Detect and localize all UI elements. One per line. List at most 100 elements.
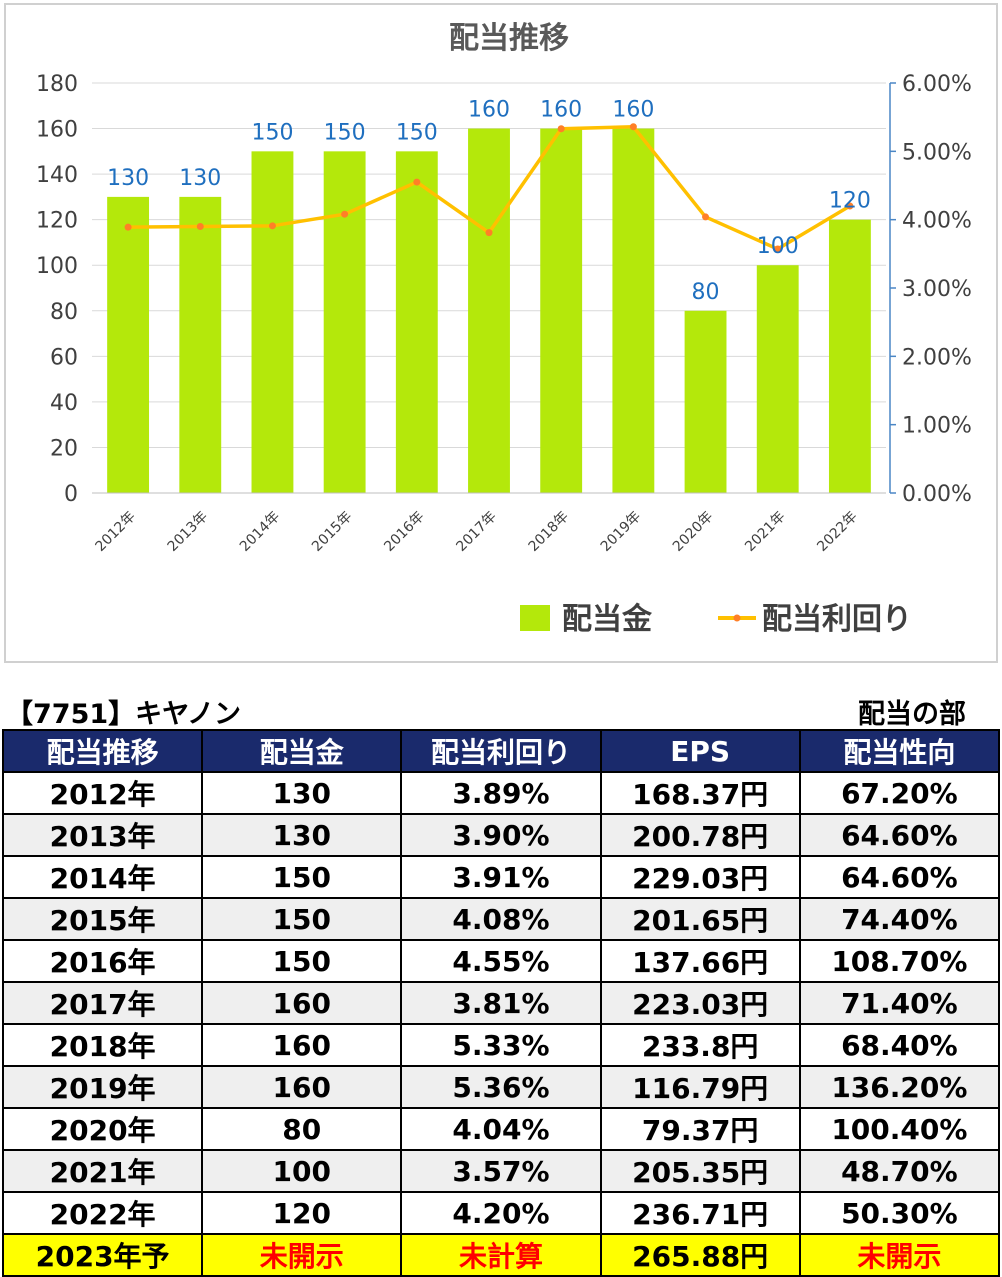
cell-payout: 50.30%	[798, 1191, 1001, 1235]
bar	[684, 310, 727, 493]
legend-label-dividend: 配当金	[562, 602, 653, 637]
cell-payout: 71.40%	[798, 981, 1001, 1025]
cell-eps: 205.35円	[599, 1149, 801, 1193]
left-tick-label: 80	[50, 300, 78, 325]
cell-yield: 4.20%	[400, 1191, 602, 1235]
cell-dividend: 150	[201, 855, 403, 899]
x-tick-label: 2013年	[165, 509, 211, 555]
cell-yield: 4.04%	[400, 1107, 602, 1151]
left-tick-label: 100	[36, 254, 78, 279]
cell-payout: 108.70%	[798, 939, 1001, 983]
table-row: 2016年 150 4.55% 137.66円 108.70%	[1, 939, 1001, 983]
bar	[540, 128, 583, 494]
yield-point	[557, 125, 565, 133]
bar-data-label: 150	[251, 120, 293, 145]
cell-yield: 未計算	[400, 1233, 602, 1277]
yield-point	[702, 213, 710, 221]
bar	[756, 265, 799, 493]
x-tick-label: 2016年	[381, 509, 427, 555]
left-tick-label: 40	[50, 391, 78, 416]
cell-year: 2016年	[1, 939, 204, 983]
cell-payout: 67.20%	[798, 771, 1001, 815]
cell-eps: 236.71円	[599, 1191, 801, 1235]
right-tick-label: 4.00%	[902, 209, 972, 234]
cell-year: 2018年	[1, 1023, 204, 1067]
right-tick-label: 6.00%	[902, 72, 972, 97]
cell-eps: 137.66円	[599, 939, 801, 983]
bar-data-label: 150	[396, 120, 438, 145]
cell-eps: 168.37円	[599, 771, 801, 815]
legend-label-yield: 配当利回り	[762, 602, 912, 637]
cell-dividend: 150	[201, 939, 403, 983]
cell-year: 2021年	[1, 1149, 204, 1193]
table-row: 2018年 160 5.33% 233.8円 68.40%	[1, 1023, 1001, 1067]
table-row: 2012年 130 3.89% 168.37円 67.20%	[1, 771, 1001, 815]
forecast-row: 2023年予 未開示 未計算 265.88円 未開示	[1, 1233, 1001, 1277]
header-payout: 配当性向	[798, 729, 1001, 773]
bar	[468, 128, 510, 494]
bar-data-label: 160	[612, 98, 654, 123]
dividend-table: 配当推移 配当金 配当利回り EPS 配当性向 2012年 130 3.89% 168…	[1, 729, 1001, 1277]
left-tick-label: 140	[36, 163, 78, 188]
left-tick-label: 180	[36, 72, 78, 97]
left-tick-label: 60	[50, 345, 78, 370]
yield-point	[485, 229, 493, 237]
cell-yield: 3.89%	[400, 771, 602, 815]
table-row: 2022年 120 4.20% 236.71円 50.30%	[1, 1191, 1001, 1235]
cell-dividend: 150	[201, 897, 403, 941]
cell-dividend: 130	[201, 771, 403, 815]
header-dividend: 配当金	[201, 729, 403, 773]
table-row: 2013年 130 3.90% 200.78円 64.60%	[1, 813, 1001, 857]
chart-canvas: 配当推移 0 20 40 60 80 100 120 140 160 180 0.00% 1.00% 2…	[36, 21, 972, 637]
table-row: 2019年 160 5.36% 116.79円 136.20%	[1, 1065, 1001, 1109]
bar	[323, 151, 366, 494]
right-tick-label: 0.00%	[902, 482, 972, 507]
cell-eps: 79.37円	[599, 1107, 801, 1151]
x-tick-label: 2014年	[237, 509, 283, 555]
table-row: 2015年 150 4.08% 201.65円 74.40%	[1, 897, 1001, 941]
yield-point	[196, 223, 204, 230]
bar-data-label: 160	[540, 98, 582, 123]
cell-year: 2020年	[1, 1107, 204, 1151]
cell-dividend: 160	[201, 981, 403, 1025]
bar	[179, 196, 222, 493]
cell-payout: 64.60%	[798, 855, 1001, 899]
cell-year: 2015年	[1, 897, 204, 941]
left-tick-label: 20	[50, 436, 78, 461]
dividend-chart: 配当推移 0 20 40 60 80 100 120 140 160 180 0.00% 1.00% 2…	[4, 3, 998, 663]
table-row: 2014年 150 3.91% 229.03円 64.60%	[1, 855, 1001, 899]
cell-year: 2019年	[1, 1065, 204, 1109]
cell-eps: 116.79円	[599, 1065, 801, 1109]
bar-data-label: 100	[757, 234, 799, 259]
x-tick-label: 2017年	[453, 509, 499, 555]
cell-year: 2014年	[1, 855, 204, 899]
bar-data-label: 160	[468, 98, 510, 123]
left-tick-label: 0	[64, 482, 78, 507]
x-tick-label: 2012年	[93, 509, 139, 555]
cell-dividend: 80	[201, 1107, 403, 1151]
cell-year: 2012年	[1, 771, 204, 815]
bar-data-label: 130	[179, 166, 221, 191]
cell-yield: 5.33%	[400, 1023, 602, 1067]
legend-swatch-dividend	[520, 605, 550, 631]
cell-payout: 74.40%	[798, 897, 1001, 941]
bar	[107, 196, 150, 493]
cell-payout: 136.20%	[798, 1065, 1001, 1109]
cell-dividend: 未開示	[201, 1233, 403, 1277]
yield-point	[413, 178, 421, 186]
cell-payout: 未開示	[798, 1233, 1001, 1277]
yield-point	[629, 123, 637, 131]
cell-year: 2022年	[1, 1191, 204, 1235]
bar-data-label: 150	[324, 120, 366, 145]
cell-dividend: 100	[201, 1149, 403, 1193]
cell-eps: 223.03円	[599, 981, 801, 1025]
yield-point	[774, 245, 782, 253]
cell-yield: 3.91%	[400, 855, 602, 899]
yield-point	[268, 222, 276, 230]
table-row: 2017年 160 3.81% 223.03円 71.40%	[1, 981, 1001, 1025]
chart-title: 配当推移	[449, 21, 569, 56]
cell-year: 2017年	[1, 981, 204, 1025]
x-tick-label: 2018年	[526, 509, 572, 555]
cell-eps: 265.88円	[599, 1233, 801, 1277]
cell-payout: 100.40%	[798, 1107, 1001, 1151]
